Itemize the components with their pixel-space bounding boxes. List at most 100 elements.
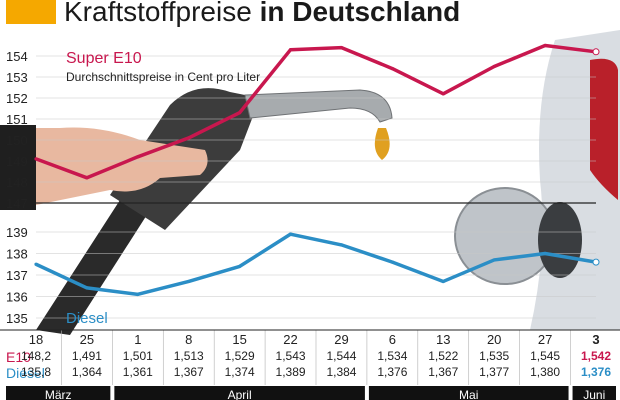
y-tick-label-e10: 151 — [6, 112, 28, 127]
e10-value-label: 1,534 — [377, 349, 407, 363]
x-tick-label: 1 — [134, 332, 141, 347]
month-bar — [114, 386, 365, 400]
diesel-line-point — [85, 286, 89, 290]
y-tick-label-e10: 147 — [6, 196, 28, 211]
chart-subtitle: Durchschnittspreise in Cent pro Liter — [66, 70, 260, 84]
diesel-value-label: 1,361 — [123, 365, 153, 379]
diesel-line-point — [288, 232, 293, 236]
month-label: März — [45, 388, 72, 400]
series-label-diesel: Diesel — [66, 310, 108, 327]
y-tick-label-e10: 149 — [6, 154, 28, 169]
y-tick-label-diesel: 136 — [6, 290, 28, 305]
e10-value-label: 1,513 — [174, 349, 204, 363]
y-tick-label-e10: 153 — [6, 70, 28, 85]
series-lines — [34, 43, 600, 297]
sleeve — [0, 125, 36, 210]
e10-line-point — [85, 176, 89, 180]
month-bar — [6, 386, 111, 400]
diesel-value-label: 1,364 — [72, 365, 102, 379]
x-tick-label: 15 — [232, 332, 246, 347]
e10-line-point — [441, 92, 445, 96]
e10-value-label: 1,535 — [479, 349, 509, 363]
x-tick-label: 6 — [389, 332, 396, 347]
e10-line-point — [136, 155, 140, 159]
series-label-e10: Super E10 — [66, 50, 142, 67]
hand — [0, 127, 208, 205]
e10-value-label: 1,544 — [326, 349, 356, 363]
e10-value-label: 1,542 — [581, 349, 611, 363]
y-ticks: 147 148 149 150 151 152 153 154 135 136 137 138 139 — [6, 49, 28, 326]
e10-line-point — [492, 64, 496, 69]
fuel-drop — [374, 128, 390, 160]
y-tick-label-e10: 148 — [6, 175, 28, 190]
e10-value-label: 148,2 — [21, 349, 51, 363]
x-tick-label: 13 — [436, 332, 450, 347]
e10-value-label: 1,501 — [123, 349, 153, 363]
e10-value-label: 1,545 — [530, 349, 560, 363]
e10-line-point — [543, 43, 547, 48]
title-light: Kraftstoffpreise — [64, 0, 252, 27]
e10-line-point — [390, 67, 394, 71]
diesel-value-label: 1,374 — [225, 365, 255, 379]
diesel-value-label: 1,389 — [276, 365, 306, 379]
tank-opening — [538, 202, 582, 278]
diesel-line — [35, 232, 597, 297]
y-tick-label-diesel: 137 — [6, 268, 28, 283]
e10-value-label: 1,522 — [428, 349, 458, 363]
diesel-end-point — [592, 258, 600, 266]
title-accent-block — [6, 0, 56, 24]
e10-line — [35, 43, 597, 180]
diesel-value-label: 1,377 — [479, 365, 509, 379]
diesel-line-point — [492, 258, 496, 262]
e10-end-point — [592, 48, 600, 56]
chart-title: Kraftstoffpreise in Deutschland — [64, 0, 460, 28]
y-tick-label-diesel: 139 — [6, 225, 28, 240]
fuel-hose — [36, 200, 150, 335]
e10-line-point — [339, 46, 344, 50]
diesel-value-label: 1,380 — [530, 365, 560, 379]
diesel-line-point — [238, 264, 242, 268]
row-label-e10: E10 — [6, 349, 31, 365]
series-labels: Super E10 Durchschnittspreise in Cent pro… — [66, 50, 260, 327]
row-label-diesel: Diesel — [6, 365, 45, 381]
x-tick-label: 29 — [334, 332, 348, 347]
e10-line-point — [187, 136, 191, 140]
y-tick-label-diesel: 138 — [6, 247, 28, 262]
diesel-line-point — [339, 243, 344, 247]
diesel-line-point — [441, 279, 445, 284]
title-bar: Kraftstoffpreise in Deutschland — [0, 0, 620, 34]
x-tick-label: 18 — [29, 332, 43, 347]
month-label: April — [228, 388, 252, 400]
month-bar — [368, 386, 569, 400]
e10-line-point — [34, 157, 38, 161]
y-tick-label-e10: 154 — [6, 49, 28, 64]
x-tick-label: 22 — [283, 332, 297, 347]
e10-line-point — [238, 111, 242, 115]
y-tick-label-e10: 152 — [6, 91, 28, 106]
grid-lines — [0, 55, 620, 385]
diesel-value-label: 135,8 — [21, 365, 51, 379]
diesel-value-label: 1,384 — [326, 365, 356, 379]
month-label: Mai — [459, 388, 478, 400]
e10-value-label: 1,543 — [276, 349, 306, 363]
x-tick-label: 8 — [185, 332, 192, 347]
diesel-line-point — [390, 260, 394, 264]
diesel-value-label: 1,367 — [174, 365, 204, 379]
car-taillight — [590, 58, 618, 200]
x-tick-label: 25 — [80, 332, 94, 347]
diesel-value-label: 1,367 — [428, 365, 458, 379]
e10-value-label: 1,491 — [72, 349, 102, 363]
x-tick-label: 27 — [538, 332, 552, 347]
y-tick-label-e10: 150 — [6, 133, 28, 148]
diesel-value-label: 1,376 — [377, 365, 407, 379]
e10-value-label: 1,529 — [225, 349, 255, 363]
y-tick-label-diesel: 135 — [6, 311, 28, 326]
nozzle-spout — [244, 89, 393, 123]
diesel-line-point — [136, 292, 140, 296]
x-tick-label: 20 — [487, 332, 501, 347]
e10-line-point — [288, 48, 293, 52]
title-bold: in Deutschland — [259, 0, 461, 27]
diesel-value-label: 1,376 — [581, 365, 611, 379]
